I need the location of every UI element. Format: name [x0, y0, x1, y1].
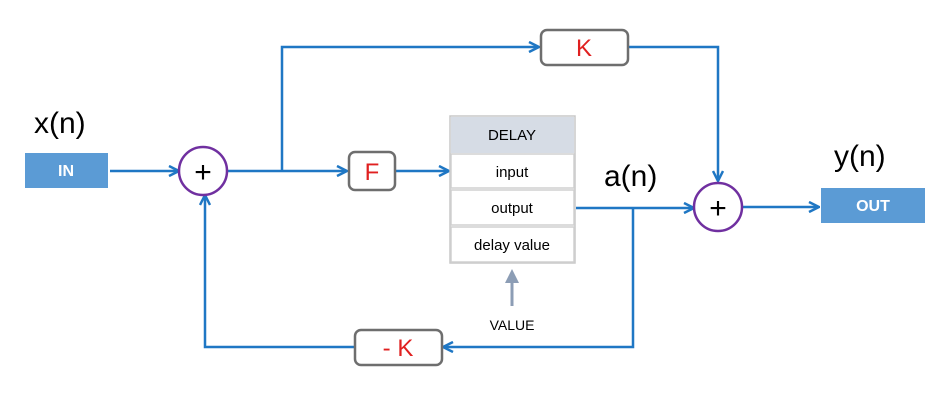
intermediate-signal-label: a(n)	[604, 160, 657, 193]
input-signal-label: x(n)	[34, 107, 86, 140]
gain-block-k: K	[539, 28, 630, 67]
delay-header	[451, 117, 574, 153]
input-block-label: IN	[58, 163, 74, 180]
gain-block-f: F	[347, 150, 397, 192]
delay-port-output-label: output	[491, 200, 534, 217]
gain-block-k-label: K	[576, 35, 592, 62]
delay-port-input-label: input	[496, 164, 529, 181]
delay-port-delay-value-label: delay value	[474, 237, 550, 254]
delay-port-delay-value	[450, 226, 575, 263]
output-block: OUT	[821, 188, 925, 223]
input-block: IN	[25, 153, 108, 188]
wire-minus-k-to-sum1	[205, 196, 355, 349]
wire-k-to-sum2	[629, 45, 718, 180]
gain-block-f-label: F	[365, 159, 380, 186]
sum-junction-1: +	[177, 145, 229, 197]
delay-port-output	[450, 189, 575, 226]
wire-feedback-to-minus-k	[444, 208, 635, 347]
sum-junction-2: +	[692, 181, 744, 233]
output-signal-label: y(n)	[834, 140, 886, 173]
output-block-label: OUT	[856, 198, 890, 215]
sum-junction-2-symbol: +	[709, 192, 727, 225]
gain-block-minus-k: - K	[353, 328, 444, 367]
delay-port-input	[450, 153, 575, 189]
delay-title: DELAY	[488, 127, 536, 144]
delay-block: DELAY input output delay value	[449, 115, 576, 264]
value-label: VALUE	[490, 317, 535, 333]
gain-block-minus-k-label: - K	[383, 335, 414, 362]
wire-branch-to-k	[280, 47, 538, 171]
sum-junction-1-symbol: +	[194, 156, 212, 189]
